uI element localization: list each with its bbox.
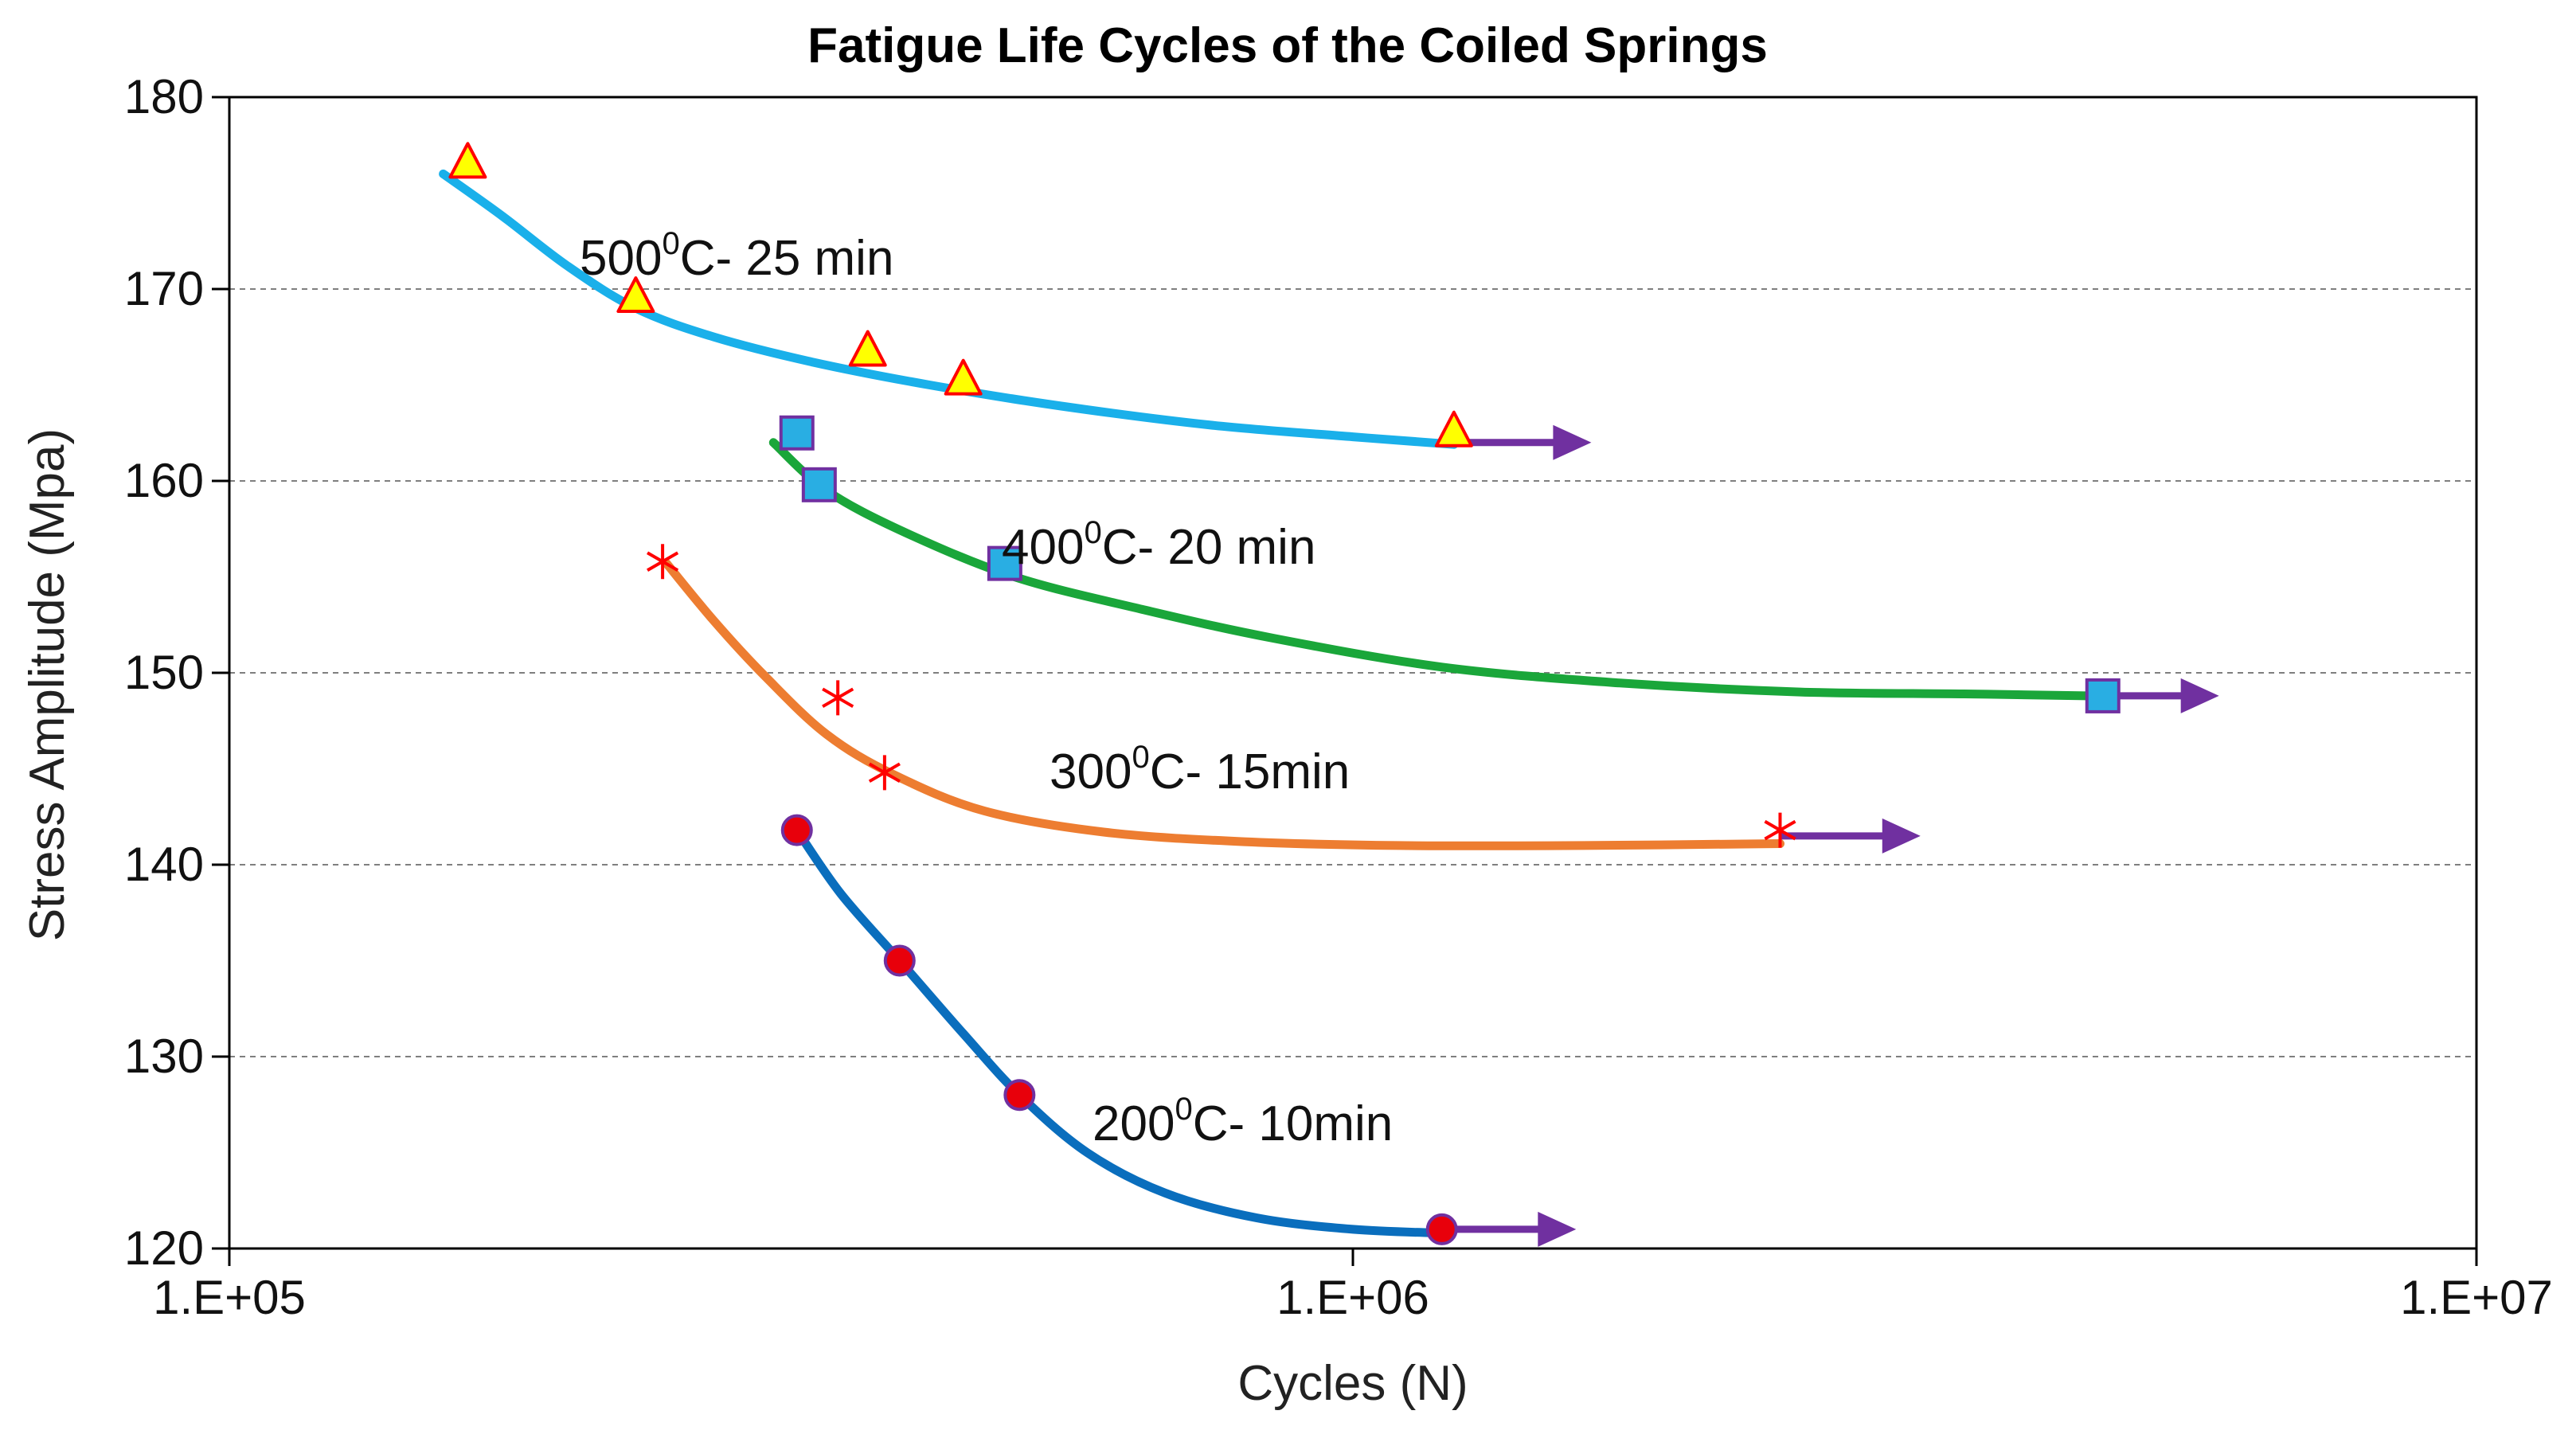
series-0-point-0 (448, 142, 487, 179)
series-0-label-main: 500 (580, 231, 662, 286)
series-0-label: 5000C- 25 min (580, 226, 893, 286)
series-2 (647, 544, 1921, 854)
y-tick-label-130: 130 (124, 1030, 204, 1083)
series-1-label-main: 400 (1002, 520, 1084, 575)
series-0 (439, 142, 1592, 460)
series-2-point-3 (1764, 812, 1796, 848)
x-tick-label-0: 1.E+05 (153, 1271, 306, 1324)
y-axis-label: Stress Amplitude (Mpa) (20, 428, 75, 941)
series-3-label-rest: C- 10min (1193, 1096, 1394, 1151)
series-1-label-sup: 0 (1084, 515, 1101, 550)
series-2-point-1 (822, 680, 854, 716)
series-1-runout-arrow-head (2180, 678, 2219, 713)
series-1-point-1 (801, 467, 837, 502)
series-0-runout-arrow-head (1553, 424, 1592, 460)
series-layer (439, 142, 2219, 1247)
series-2-label-rest: C- 15min (1150, 744, 1351, 799)
y-tick-label-180: 180 (124, 70, 204, 123)
series-2-fit-line (662, 559, 1784, 850)
series-2-point-1-stroke-2 (822, 687, 854, 709)
series-2-point-0-stroke-2 (647, 551, 679, 572)
series-2-point-2 (868, 755, 901, 791)
series-0-point-4 (1434, 410, 1473, 447)
series-0-point-2 (848, 330, 887, 367)
series-3 (780, 814, 1577, 1247)
series-3-label-main: 200 (1093, 1096, 1175, 1151)
series-1-point-2 (987, 545, 1022, 581)
x-tick-label-2: 1.E+07 (2400, 1271, 2553, 1324)
series-3-point-1 (883, 944, 916, 977)
series-3-point-3 (1425, 1213, 1458, 1245)
series-3-point-2 (1003, 1079, 1036, 1112)
series-3-label: 2000C- 10min (1093, 1092, 1393, 1151)
series-0-label-sup: 0 (662, 226, 679, 261)
chart-title: Fatigue Life Cycles of the Coiled Spring… (807, 18, 1768, 73)
y-tick-label-170: 170 (124, 262, 204, 315)
series-3-label-sup: 0 (1175, 1092, 1192, 1127)
series-2-label: 3000C- 15min (1050, 740, 1350, 799)
series-0-point-3 (944, 358, 983, 396)
series-1-label: 4000C- 20 min (1002, 515, 1315, 575)
series-3-point-0 (780, 814, 813, 846)
y-tick-label-120: 120 (124, 1221, 204, 1275)
series-0-point-1 (616, 276, 655, 314)
series-3-fit-line (792, 826, 1447, 1238)
series-2-point-3-stroke-2 (1764, 819, 1796, 841)
series-1-point-0 (779, 415, 815, 451)
series-1-point-3 (2085, 678, 2121, 713)
y-tick-label-150: 150 (124, 646, 204, 699)
x-tick-label-1: 1.E+06 (1276, 1271, 1429, 1324)
series-1-label-rest: C- 20 min (1102, 520, 1316, 575)
series-1 (768, 415, 2219, 713)
series-2-runout-arrow-head (1882, 818, 1921, 854)
series-2-label-main: 300 (1050, 744, 1132, 799)
x-axis-label: Cycles (N) (1237, 1356, 1468, 1411)
series-0-fit-line (439, 169, 1459, 449)
y-tick-label-160: 160 (124, 454, 204, 507)
series-2-point-2-stroke-2 (868, 762, 901, 783)
series-3-runout-arrow-head (1538, 1211, 1577, 1247)
series-2-label-sup: 0 (1132, 740, 1149, 775)
y-tick-label-140: 140 (124, 838, 204, 891)
series-2-point-0 (647, 544, 679, 580)
series-1-fit-line (768, 438, 2092, 701)
series-0-label-rest: C- 25 min (680, 231, 894, 286)
tick-layer: 120 130 140 150 160 170 180 1.E+05 1.E+06 1.E+07 (124, 70, 2553, 1324)
